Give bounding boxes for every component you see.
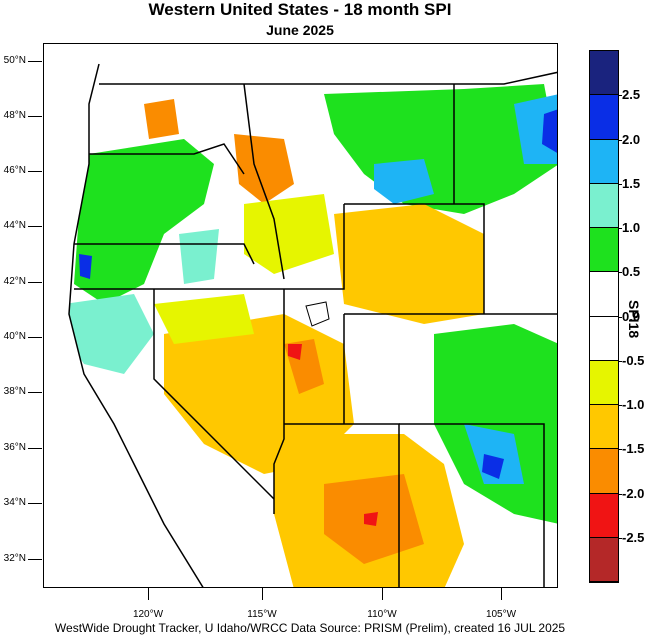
lat-tick xyxy=(28,171,42,172)
lat-tick xyxy=(28,503,42,504)
colorbar-swatch xyxy=(590,51,618,96)
lon-label-115w: 115°W xyxy=(247,609,277,620)
colorbar-tick xyxy=(618,405,622,406)
lat-label-46n: 46°N xyxy=(3,165,26,176)
colorbar-tick xyxy=(618,316,622,318)
colorbar-swatch xyxy=(590,537,618,582)
colorbar-tick xyxy=(618,272,622,274)
colorbar-swatch xyxy=(590,183,618,228)
lon-tick xyxy=(382,588,383,600)
lat-label-42n: 42°N xyxy=(3,276,26,287)
colorbar-tick xyxy=(618,493,622,495)
colorbar-tick-label: 2.5 xyxy=(622,87,641,103)
lat-tick xyxy=(28,116,42,117)
colorbar-tick xyxy=(618,183,622,185)
colorbar-tick xyxy=(618,537,622,539)
lon-label-120w: 120°W xyxy=(132,609,164,620)
wet-region-pacific-nw xyxy=(74,139,214,304)
lat-tick xyxy=(28,392,42,393)
lat-label-34n: 34°N xyxy=(3,497,26,508)
colorbar-tick xyxy=(618,228,622,229)
colorbar-tick-label: -2.0 xyxy=(622,485,645,501)
dry-region-nw-wa xyxy=(144,99,179,139)
lat-tick xyxy=(28,226,42,227)
pacific-ocean xyxy=(44,44,203,587)
lat-label-50n: 50°N xyxy=(3,55,26,66)
wet-region-montana-core xyxy=(374,159,434,204)
colorbar-tick xyxy=(618,449,622,451)
wet-region-oregon-interior xyxy=(179,229,219,284)
lat-label-36n: 36°N xyxy=(3,442,26,453)
lat-label-44n: 44°N xyxy=(3,220,26,231)
dry-region-nevada-yellow xyxy=(154,294,254,344)
lat-label-48n: 48°N xyxy=(3,110,26,121)
lon-tick xyxy=(262,588,263,600)
wet-region-colorado-core xyxy=(464,424,524,484)
colorbar-tick xyxy=(618,139,622,141)
great-salt-lake xyxy=(305,301,330,327)
colorbar-tick xyxy=(618,360,622,362)
map-title: Western United States - 18 month SPI xyxy=(148,0,452,19)
wet-region-n-california xyxy=(64,294,154,374)
dry-region-utah-red xyxy=(288,344,302,360)
wet-region-mt-blue xyxy=(542,109,557,153)
lat-tick xyxy=(28,448,42,449)
colorbar-swatch xyxy=(590,405,618,450)
colorbar-title: SPI18 xyxy=(626,300,642,339)
state-boundaries xyxy=(74,83,557,587)
lat-label-40n: 40°N xyxy=(3,331,26,342)
lat-label-32n: 32°N xyxy=(3,553,26,564)
colorbar-tick-label: 0.0 xyxy=(622,308,641,324)
dry-region-idaho-yellow xyxy=(244,194,334,274)
colorbar-swatch xyxy=(590,449,618,494)
colorbar-tick-label: 1.0 xyxy=(622,220,641,235)
lon-label-105w: 105°W xyxy=(485,609,517,620)
colorbar-swatch xyxy=(590,316,618,361)
lon-label-110w: 110°W xyxy=(367,609,397,620)
dry-region-az-red xyxy=(364,512,378,526)
wet-region-co-blue xyxy=(482,454,504,479)
footer-credit: WestWide Drought Tracker, U Idaho/WRCC D… xyxy=(54,621,566,635)
map-subtitle: June 2025 xyxy=(266,22,334,38)
colorbar-swatch xyxy=(590,493,618,538)
colorbar-tick xyxy=(618,95,622,97)
spi-map xyxy=(43,43,558,588)
colorbar-swatch xyxy=(590,360,618,405)
wet-region-ne-montana xyxy=(514,94,557,164)
lat-tick xyxy=(28,282,42,283)
lon-tick xyxy=(148,588,149,600)
lat-label-38n: 38°N xyxy=(3,386,26,397)
canada-border xyxy=(99,71,557,85)
spi-map-canvas xyxy=(44,44,557,587)
lat-tick xyxy=(28,61,42,62)
lon-tick xyxy=(501,588,502,600)
colorbar-tick-label: 2.0 xyxy=(622,131,641,147)
dry-region-wyoming xyxy=(334,204,484,324)
colorbar-tick-label: 0.5 xyxy=(622,264,641,280)
lat-tick xyxy=(28,559,42,560)
coastline xyxy=(68,63,204,587)
colorbar-tick-label: -2.5 xyxy=(622,529,645,545)
colorbar-tick-label: -0.5 xyxy=(622,352,645,368)
wet-region-ca-blue xyxy=(79,254,92,279)
colorbar-tick-label: 1.5 xyxy=(622,175,641,191)
spi-colorbar xyxy=(589,50,619,583)
lat-tick xyxy=(28,337,42,338)
colorbar-swatch xyxy=(590,95,618,140)
colorbar-tick-label: -1.5 xyxy=(622,441,645,457)
colorbar-swatch xyxy=(590,228,618,273)
colorbar-swatch xyxy=(590,139,618,184)
dry-region-idaho xyxy=(234,134,294,204)
colorbar-swatch xyxy=(590,272,618,317)
colorbar-tick-label: -1.0 xyxy=(622,397,645,412)
